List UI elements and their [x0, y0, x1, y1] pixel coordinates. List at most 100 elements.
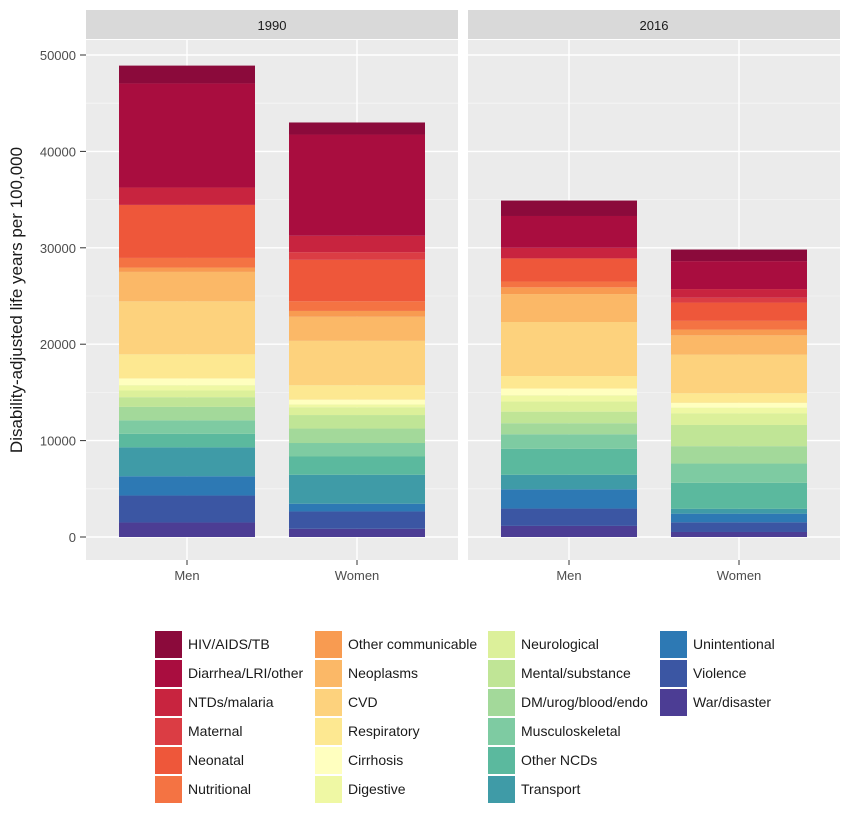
legend-swatch	[488, 688, 515, 716]
bar-segment-diarrhea-lri-other	[671, 261, 807, 290]
legend-swatch	[660, 688, 687, 716]
legend-label: Maternal	[188, 723, 243, 739]
bar-segment-war-disaster	[671, 531, 807, 537]
legend-swatch	[315, 688, 342, 716]
bar-segment-maternal	[671, 297, 807, 303]
bar-segment-transport	[501, 474, 637, 490]
legend-label: Nutritional	[188, 781, 252, 797]
bar-segment-other-ncds	[671, 482, 807, 509]
bar-segment-respiratory	[119, 354, 255, 379]
y-tick-label: 40000	[40, 144, 76, 159]
bar-segment-neurological	[119, 390, 255, 398]
legend-item: Violence	[660, 659, 746, 687]
y-tick-label: 30000	[40, 241, 76, 256]
legend-swatch	[488, 659, 515, 687]
legend-swatch	[155, 717, 182, 745]
legend-swatch	[660, 630, 687, 658]
y-tick-label: 10000	[40, 434, 76, 449]
bar-segment-neurological	[501, 401, 637, 412]
legend-item: DM/urog/blood/endo	[488, 688, 648, 716]
bar-segment-neoplasms	[289, 316, 425, 341]
bar-segment-neonatal	[289, 259, 425, 302]
legend-swatch	[315, 630, 342, 658]
bar-segment-transport	[289, 474, 425, 504]
legend-item: Diarrhea/LRI/other	[155, 659, 303, 687]
bar-segment-nutritional	[119, 257, 255, 268]
stacked-bar-chart: Disability-adjusted life years per 100,0…	[7, 10, 840, 583]
chart-legend: HIV/AIDS/TB Diarrhea/LRI/other NTDs/malari…	[155, 630, 845, 810]
bar-segment-unintentional	[289, 503, 425, 512]
legend-swatch	[155, 688, 182, 716]
bar-segment-nutritional	[671, 320, 807, 330]
legend-swatch	[315, 746, 342, 774]
bar-segment-nutritional	[501, 281, 637, 288]
legend-item: Cirrhosis	[315, 746, 403, 774]
bar-segment-neonatal	[119, 204, 255, 258]
legend-item: Digestive	[315, 775, 406, 803]
bar-segment-hiv-aids-tb	[501, 200, 637, 216]
bar-segment-neurological	[671, 413, 807, 425]
legend-label: War/disaster	[693, 694, 772, 710]
legend-item: Respiratory	[315, 717, 420, 745]
bar-segment-diarrhea-lri-other	[501, 215, 637, 248]
bar-segment-neoplasms	[671, 335, 807, 355]
bar-segment-digestive	[289, 404, 425, 408]
bar-segment-hiv-aids-tb	[289, 122, 425, 135]
bar-segment-ntds-malaria	[501, 247, 637, 259]
bar-segment-hiv-aids-tb	[671, 249, 807, 262]
x-tick-label: Men	[556, 568, 581, 583]
bar-segment-mental-substance	[119, 397, 255, 407]
bar-segment-neurological	[289, 407, 425, 416]
y-tick-label: 20000	[40, 337, 76, 352]
bar-segment-violence	[501, 508, 637, 526]
legend-label: Digestive	[348, 781, 406, 797]
legend-item: HIV/AIDS/TB	[155, 630, 270, 658]
bar-segment-cvd	[501, 322, 637, 377]
legend-swatch	[315, 659, 342, 687]
legend-label: Other communicable	[348, 636, 478, 652]
legend-label: Cirrhosis	[348, 752, 404, 768]
legend-label: Respiratory	[348, 723, 420, 739]
y-axis-label: Disability-adjusted life years per 100,0…	[7, 147, 26, 453]
legend-swatch	[488, 630, 515, 658]
bar-segment-other-ncds	[501, 448, 637, 475]
x-tick-label: Women	[335, 568, 380, 583]
bar-segment-musculoskeletal	[501, 434, 637, 449]
bar-segment-transport	[671, 508, 807, 514]
legend-label: CVD	[348, 694, 378, 710]
bar-segment-mental-substance	[289, 415, 425, 429]
legend-label: Neoplasms	[348, 665, 419, 681]
legend-label: NTDs/malaria	[188, 694, 274, 710]
bar-segment-nutritional	[289, 301, 425, 311]
bar-segment-transport	[119, 447, 255, 477]
facet-strip-label: 1990	[258, 18, 287, 33]
bar-segment-digestive	[119, 385, 255, 391]
bar-segment-ntds-malaria	[671, 289, 807, 298]
legend-item: War/disaster	[660, 688, 771, 716]
legend-swatch	[155, 630, 182, 658]
legend-label: Diarrhea/LRI/other	[188, 665, 304, 681]
bar-segment-hiv-aids-tb	[119, 65, 255, 84]
bar-segment-digestive	[671, 407, 807, 414]
bar-segment-ntds-malaria	[289, 235, 425, 253]
bar-segment-war-disaster	[289, 528, 425, 537]
bar-segment-other-ncds	[289, 456, 425, 475]
y-tick-label: 0	[69, 530, 76, 545]
bar-segment-unintentional	[671, 513, 807, 523]
bar-segment-other-communicable	[671, 329, 807, 336]
bar-segment-unintentional	[501, 489, 637, 509]
legend-label: Neonatal	[188, 752, 245, 768]
legend-swatch	[660, 659, 687, 687]
x-tick-label: Men	[174, 568, 199, 583]
bar-segment-dm-urog-blood-endo	[671, 446, 807, 464]
bar-segment-neoplasms	[119, 271, 255, 302]
bar-segment-mental-substance	[671, 424, 807, 447]
legend-swatch	[488, 746, 515, 774]
legend-item: Other NCDs	[488, 746, 597, 774]
facet-strip-label: 2016	[640, 18, 669, 33]
bar-segment-other-communicable	[289, 310, 425, 317]
legend-item: Mental/substance	[488, 659, 631, 687]
bar-segment-neonatal	[671, 302, 807, 321]
legend-label: Musculoskeletal	[521, 723, 621, 739]
bar-segment-musculoskeletal	[289, 443, 425, 457]
